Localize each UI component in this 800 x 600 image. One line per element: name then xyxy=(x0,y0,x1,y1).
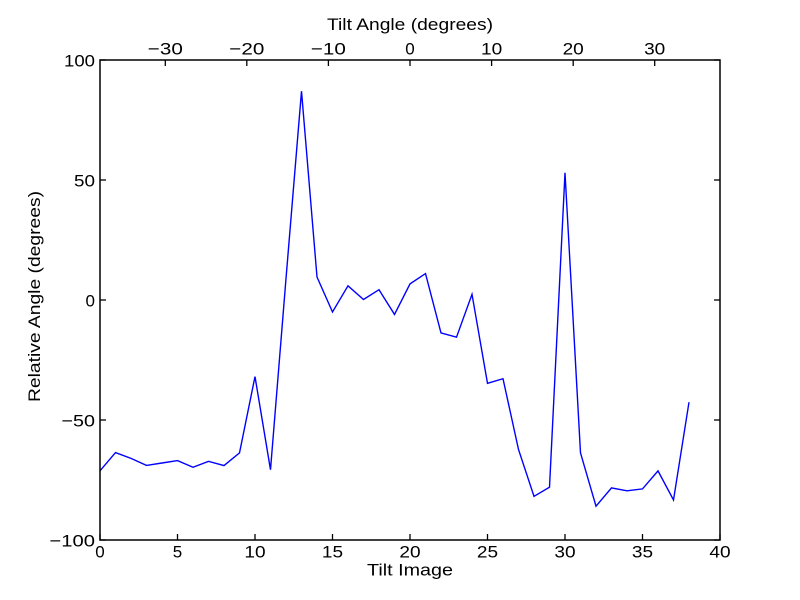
svg-text:35: 35 xyxy=(632,542,653,561)
svg-text:30: 30 xyxy=(554,542,575,561)
svg-text:−50: −50 xyxy=(62,411,96,430)
svg-text:15: 15 xyxy=(322,542,343,561)
svg-text:Tilt Image: Tilt Image xyxy=(367,560,453,579)
svg-text:10: 10 xyxy=(244,542,265,561)
svg-text:100: 100 xyxy=(64,51,95,70)
svg-text:40: 40 xyxy=(709,542,730,561)
svg-text:Relative Angle (degrees): Relative Angle (degrees) xyxy=(25,191,44,402)
svg-text:Tilt Angle (degrees): Tilt Angle (degrees) xyxy=(327,15,493,34)
svg-text:25: 25 xyxy=(477,542,498,561)
svg-text:0: 0 xyxy=(95,542,104,561)
svg-text:20: 20 xyxy=(399,542,420,561)
svg-text:−20: −20 xyxy=(229,40,264,59)
svg-text:−10: −10 xyxy=(311,40,346,59)
svg-text:30: 30 xyxy=(644,40,665,59)
svg-text:5: 5 xyxy=(173,542,182,561)
svg-text:−30: −30 xyxy=(148,40,183,59)
svg-text:−100: −100 xyxy=(50,531,96,550)
svg-text:10: 10 xyxy=(481,40,502,59)
svg-text:0: 0 xyxy=(405,39,414,58)
svg-text:0: 0 xyxy=(86,291,95,310)
svg-text:20: 20 xyxy=(563,40,584,59)
svg-text:50: 50 xyxy=(74,171,95,190)
